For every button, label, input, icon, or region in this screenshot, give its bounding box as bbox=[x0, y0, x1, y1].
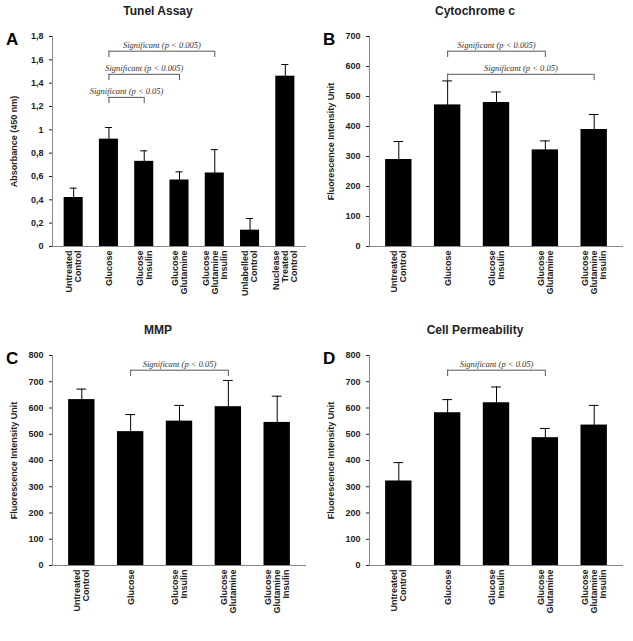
svg-text:300: 300 bbox=[345, 151, 360, 161]
svg-text:0: 0 bbox=[38, 241, 43, 251]
svg-text:1,6: 1,6 bbox=[31, 55, 44, 65]
svg-text:Absorbance (450 nm): Absorbance (450 nm) bbox=[9, 96, 19, 188]
html-text:Cell Permeability: Cell Permeability bbox=[426, 323, 524, 337]
svg-text:500: 500 bbox=[345, 91, 360, 101]
svg-text:100: 100 bbox=[345, 211, 360, 221]
svg-text:NucleaseTreatedControl: NucleaseTreatedControl bbox=[271, 251, 299, 291]
svg-text:UntreatedControl: UntreatedControl bbox=[389, 570, 408, 612]
svg-text:Glucose: Glucose bbox=[126, 570, 136, 606]
svg-text:1,8: 1,8 bbox=[31, 31, 44, 41]
svg-text:200: 200 bbox=[345, 181, 360, 191]
svg-text:GlucoseInsulin: GlucoseInsulin bbox=[170, 570, 189, 606]
svg-text:GlucoseGlutamine: GlucoseGlutamine bbox=[170, 251, 189, 295]
svg-text:Significant (p < 0.005): Significant (p < 0.005) bbox=[458, 40, 536, 50]
svg-text:1: 1 bbox=[38, 125, 43, 135]
svg-text:600: 600 bbox=[345, 61, 360, 71]
svg-text:700: 700 bbox=[345, 377, 360, 387]
svg-text:100: 100 bbox=[28, 534, 43, 544]
svg-text:0,8: 0,8 bbox=[31, 148, 44, 158]
svg-text:GlucoseGlutamineInsulin: GlucoseGlutamineInsulin bbox=[201, 251, 229, 295]
svg-text:GlucoseGlutamineInsulin: GlucoseGlutamineInsulin bbox=[580, 570, 608, 614]
svg-text:GlucoseInsulin: GlucoseInsulin bbox=[487, 251, 506, 287]
svg-text:Significant (p < 0.05): Significant (p < 0.05) bbox=[90, 86, 164, 96]
svg-text:800: 800 bbox=[345, 350, 360, 360]
svg-text:0: 0 bbox=[355, 560, 360, 570]
svg-text:300: 300 bbox=[28, 482, 43, 492]
svg-text:800: 800 bbox=[28, 350, 43, 360]
svg-text:UntreatedControl: UntreatedControl bbox=[72, 570, 91, 612]
svg-text:Fluorescence Intensity Unit: Fluorescence Intensity Unit bbox=[326, 83, 336, 201]
svg-text:600: 600 bbox=[345, 403, 360, 413]
svg-text:600: 600 bbox=[28, 403, 43, 413]
html-text:Tunel Assay: Tunel Assay bbox=[123, 4, 193, 18]
html-text:B: B bbox=[323, 30, 336, 49]
svg-text:GlucoseGlutamineInsulin: GlucoseGlutamineInsulin bbox=[263, 570, 291, 614]
svg-text:0: 0 bbox=[355, 241, 360, 251]
html-text:MMP: MMP bbox=[144, 323, 172, 337]
html-text:D: D bbox=[323, 349, 336, 368]
svg-text:Fluorescence Intensity Unit: Fluorescence Intensity Unit bbox=[9, 402, 19, 520]
svg-text:GlucoseInsulin: GlucoseInsulin bbox=[487, 570, 506, 606]
svg-text:GlucoseGlutamine: GlucoseGlutamine bbox=[536, 251, 555, 295]
svg-text:500: 500 bbox=[28, 429, 43, 439]
svg-text:0,4: 0,4 bbox=[31, 195, 44, 205]
svg-text:400: 400 bbox=[345, 455, 360, 465]
svg-text:Glucose: Glucose bbox=[443, 251, 453, 287]
svg-text:Fluorescence Intensity Unit: Fluorescence Intensity Unit bbox=[326, 402, 336, 520]
svg-text:UnlabelledControl: UnlabelledControl bbox=[240, 251, 259, 297]
svg-text:GlucoseGlutamineInsulin: GlucoseGlutamineInsulin bbox=[580, 251, 608, 295]
svg-text:0,2: 0,2 bbox=[31, 218, 44, 228]
html-text:C: C bbox=[6, 349, 19, 368]
html-text:A: A bbox=[6, 30, 19, 49]
svg-text:Significant (p < 0.05): Significant (p < 0.05) bbox=[460, 359, 534, 369]
svg-text:UntreatedControl: UntreatedControl bbox=[389, 251, 408, 293]
svg-text:700: 700 bbox=[345, 31, 360, 41]
svg-text:Significant (p < 0.05): Significant (p < 0.05) bbox=[143, 359, 217, 369]
svg-text:300: 300 bbox=[345, 482, 360, 492]
svg-text:Significant (p < 0.005): Significant (p < 0.005) bbox=[105, 63, 183, 73]
svg-text:Significant (p < 0.005): Significant (p < 0.005) bbox=[123, 40, 201, 50]
svg-text:Significant (p < 0.05): Significant (p < 0.05) bbox=[484, 63, 558, 73]
svg-text:0: 0 bbox=[38, 560, 43, 570]
svg-text:GlucoseGlutamine: GlucoseGlutamine bbox=[536, 570, 555, 614]
svg-text:500: 500 bbox=[345, 429, 360, 439]
svg-text:UntreatedControl: UntreatedControl bbox=[64, 251, 83, 293]
svg-text:GlucoseGlutamine: GlucoseGlutamine bbox=[219, 570, 238, 614]
svg-text:100: 100 bbox=[345, 534, 360, 544]
svg-text:1,2: 1,2 bbox=[31, 101, 44, 111]
svg-text:200: 200 bbox=[28, 508, 43, 518]
svg-text:400: 400 bbox=[28, 455, 43, 465]
svg-text:400: 400 bbox=[345, 121, 360, 131]
svg-text:700: 700 bbox=[28, 377, 43, 387]
svg-text:Glucose: Glucose bbox=[104, 251, 114, 287]
svg-text:200: 200 bbox=[345, 508, 360, 518]
html-text:Cytochrome c: Cytochrome c bbox=[435, 4, 515, 18]
svg-text:Glucose: Glucose bbox=[443, 570, 453, 606]
svg-text:1,4: 1,4 bbox=[31, 78, 44, 88]
svg-text:0,6: 0,6 bbox=[31, 171, 44, 181]
svg-text:GlucoseInsulin: GlucoseInsulin bbox=[135, 251, 154, 287]
